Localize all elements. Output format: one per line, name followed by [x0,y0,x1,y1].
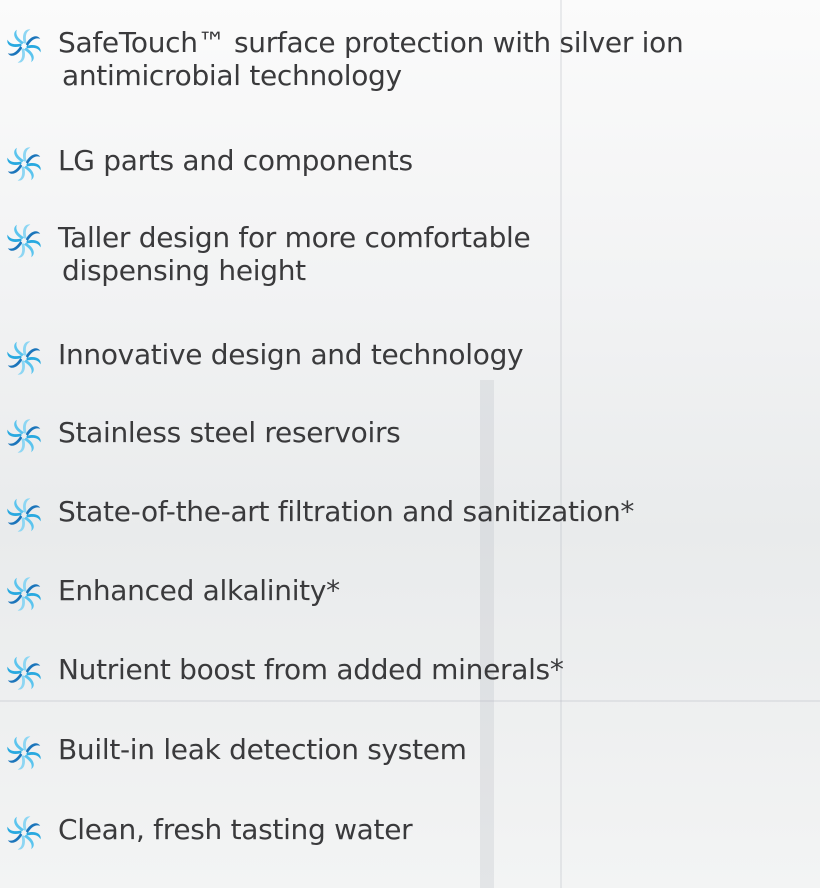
feature-text: LG parts and components [58,144,413,177]
bullet-icon [6,223,42,259]
feature-text: State-of-the-art filtration and sanitiza… [58,495,634,528]
bullet-icon [6,576,42,612]
background-decor [0,700,820,702]
bullet-icon [6,735,42,771]
bullet-icon [6,418,42,454]
bullet-icon [6,340,42,376]
feature-text: Enhanced alkalinity* [58,574,340,607]
feature-text: Built-in leak detection system [58,733,467,766]
bullet-icon [6,497,42,533]
feature-text: Nutrient boost from added minerals* [58,653,564,686]
bullet-icon [6,815,42,851]
bullet-icon [6,146,42,182]
feature-text: Taller design for more comfortable [58,221,530,254]
feature-text: antimicrobial technology [62,59,402,92]
feature-text: SafeTouch™ surface protection with silve… [58,26,683,59]
feature-text: Clean, fresh tasting water [58,813,412,846]
page: SafeTouch™ surface protection with silve… [0,0,820,888]
feature-text: Innovative design and technology [58,338,523,371]
feature-text: dispensing height [62,254,306,287]
feature-text: Stainless steel reservoirs [58,416,400,449]
background-decor [560,0,562,888]
bullet-icon [6,655,42,691]
background-decor [480,380,494,888]
bullet-icon [6,28,42,64]
